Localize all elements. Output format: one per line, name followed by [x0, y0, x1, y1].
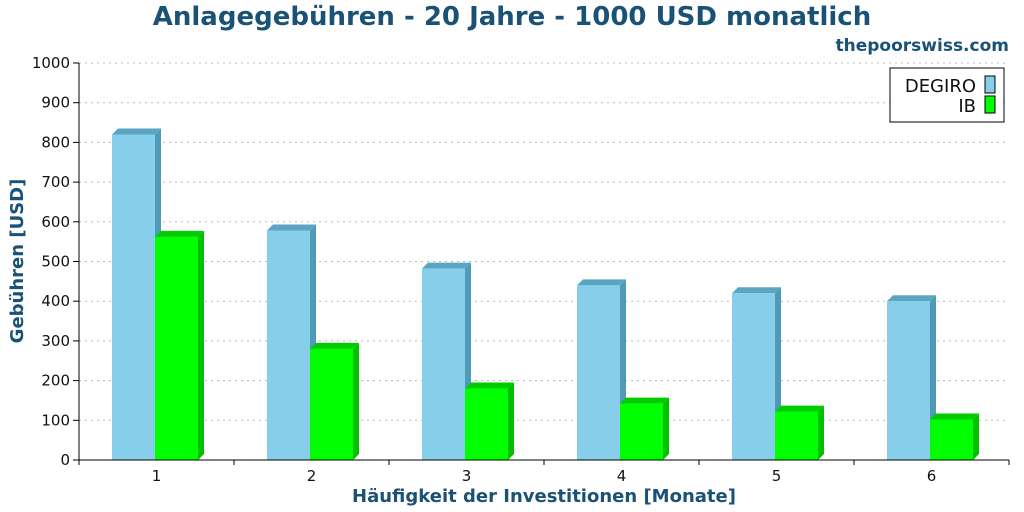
chart-title: Anlagegebühren - 20 Jahre - 1000 USD mon…: [153, 2, 871, 32]
y-tick-label: 300: [41, 332, 70, 350]
legend-label-degiro: DEGIRO: [905, 76, 976, 97]
bar-top-degiro: [422, 262, 471, 269]
x-tick-label: 4: [617, 467, 627, 485]
x-axis-ticks: 1 2 3 4 5 6: [78, 460, 1010, 485]
bar-degiro: [267, 230, 310, 460]
bar-top-ib: [930, 413, 979, 420]
bar-top-degiro: [887, 295, 936, 302]
y-axis-label: Gebühren [USD]: [7, 179, 28, 344]
y-tick-label: 1000: [32, 54, 70, 72]
y-tick-label: 600: [41, 213, 70, 231]
y-tick-label: 900: [41, 94, 70, 112]
bar-degiro: [112, 134, 155, 460]
bar-side-ib: [973, 413, 979, 460]
bar-ib: [155, 236, 198, 460]
bar-top-ib: [310, 342, 359, 349]
y-tick-label: 400: [41, 292, 70, 310]
y-tick-label: 700: [41, 173, 70, 191]
bar-top-degiro: [732, 287, 781, 294]
bar-top-ib: [775, 405, 824, 412]
x-tick-label: 5: [772, 467, 782, 485]
legend-swatch-ib: [984, 95, 996, 114]
y-tick-label: 500: [41, 253, 70, 271]
bar-side-ib: [663, 397, 669, 460]
bar-side-ib: [508, 382, 514, 460]
y-axis-ticks: 0 100 200 300 400 500 600 700 800 900 1000: [32, 54, 79, 469]
x-tick-label: 1: [152, 467, 162, 485]
bar-degiro: [887, 301, 930, 460]
bar-top-degiro: [577, 279, 626, 286]
bar-top-ib: [465, 382, 514, 389]
bar-top-ib: [620, 397, 669, 404]
bar-ib: [310, 348, 353, 460]
bar-ib: [930, 419, 973, 460]
x-axis-label: Häufigkeit der Investitionen [Monate]: [352, 486, 736, 507]
y-tick-label: 200: [41, 372, 70, 390]
bar-degiro: [422, 268, 465, 460]
bar-ib: [465, 388, 508, 460]
legend-label-ib: IB: [958, 96, 976, 117]
bar-side-ib: [818, 405, 824, 460]
x-tick-label: 3: [462, 467, 472, 485]
bar-side-ib: [353, 342, 359, 460]
bar-ib: [775, 411, 818, 460]
bar-degiro: [732, 293, 775, 460]
bar-top-degiro: [267, 224, 316, 231]
bar-side-ib: [198, 230, 204, 460]
legend-swatch-degiro: [984, 75, 996, 94]
bars: [112, 128, 979, 460]
y-tick-label: 0: [60, 451, 70, 469]
x-tick-label: 2: [307, 467, 317, 485]
bar-top-degiro: [112, 128, 161, 135]
bar-degiro: [577, 285, 620, 460]
y-tick-label: 100: [41, 411, 70, 429]
bar-ib: [620, 403, 663, 460]
chart-subtitle: thepoorswiss.com: [836, 36, 1010, 56]
bar-top-ib: [155, 230, 204, 237]
x-tick-label: 6: [927, 467, 937, 485]
gridlines: [79, 62, 1009, 421]
legend: DEGIRO IB: [889, 67, 1005, 123]
y-tick-label: 800: [41, 133, 70, 151]
